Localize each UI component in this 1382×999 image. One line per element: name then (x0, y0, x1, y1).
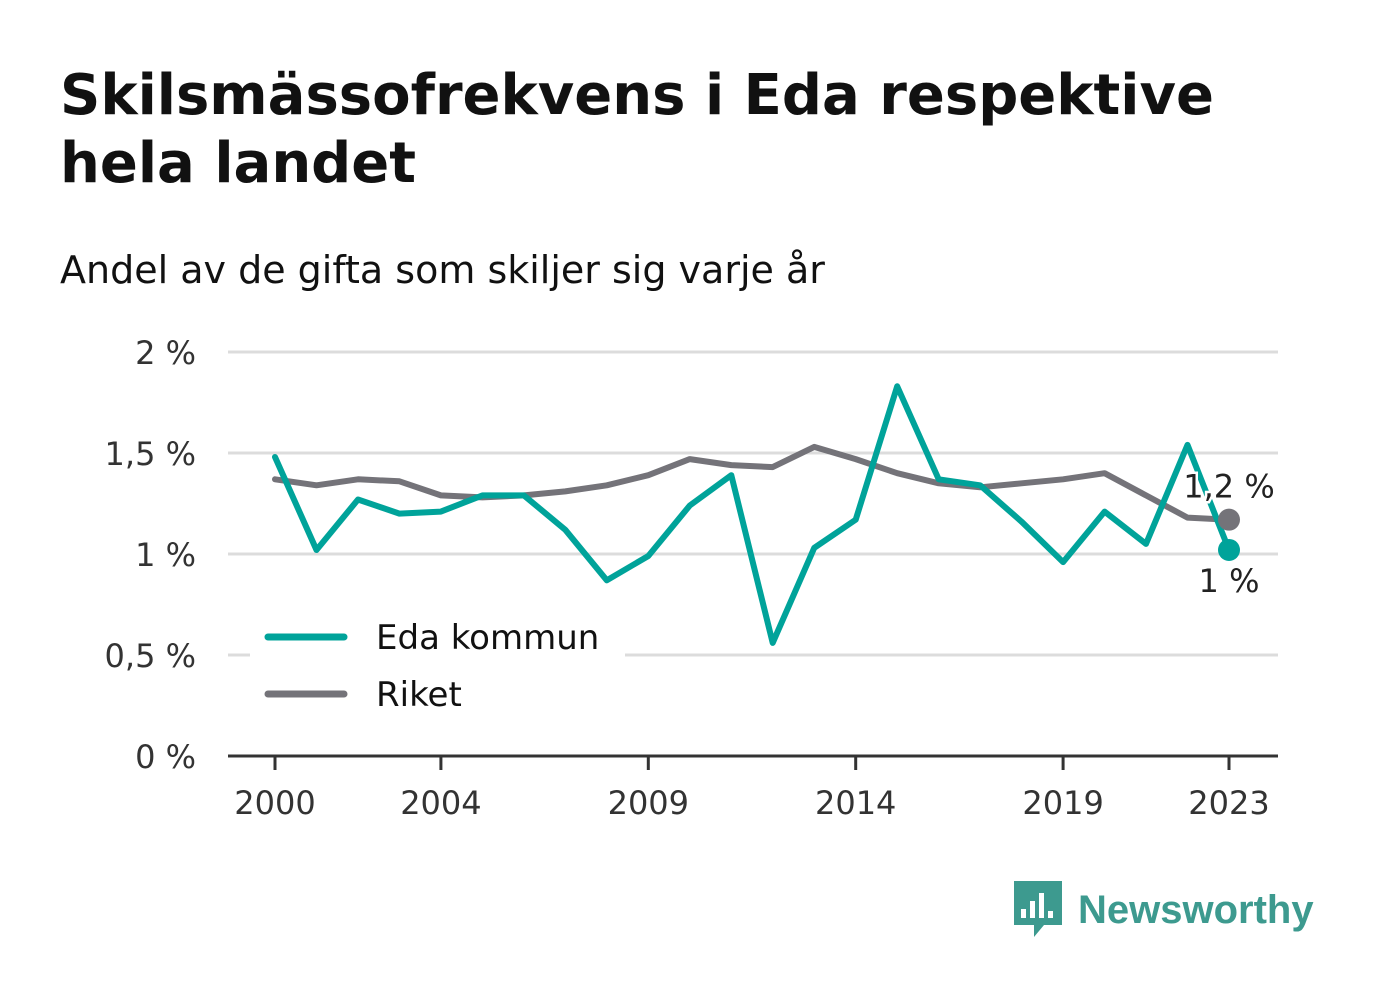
series-line-riket (272, 443, 1232, 523)
x-tick-label: 2000 (234, 784, 315, 822)
x-axis: 2000 2004 2009 2014 2019 2023 (228, 754, 1278, 822)
y-tick-label: 0 % (135, 738, 196, 776)
legend-background (250, 600, 625, 725)
x-tick-label: 2004 (400, 784, 481, 822)
y-tick-label: 2 % (135, 334, 196, 372)
x-tick-label: 2014 (815, 784, 896, 822)
chart-title: Skilsmässofrekvens i Eda respektive hela… (60, 63, 1214, 196)
x-tick-label: 2023 (1188, 784, 1269, 822)
y-tick-label: 0,5 % (105, 637, 196, 675)
end-value-label: 1 % (1199, 562, 1260, 600)
x-tick-label: 2009 (608, 784, 689, 822)
end-point-marker (1218, 508, 1240, 531)
chart-subtitle: Andel av de gifta som skiljer sig varje … (60, 248, 825, 292)
end-point-marker (1218, 538, 1240, 561)
y-tick-label: 1 % (135, 536, 196, 574)
end-value-label: 1,2 % (1183, 468, 1274, 506)
y-tick-label: 1,5 % (105, 435, 196, 473)
brand-name: Newsworthy (1078, 887, 1314, 932)
legend: Eda kommun Riket (250, 600, 625, 725)
bar-chart-speech-bubble-icon (1014, 881, 1062, 937)
legend-label: Eda kommun (376, 618, 599, 658)
y-axis-ticks: 0 % 0,5 % 1 % 1,5 % 2 % (105, 334, 196, 776)
x-tick-label: 2019 (1022, 784, 1103, 822)
series-lines: 1,2 % 1 % (272, 383, 1277, 646)
brand-logo: Newsworthy (1012, 878, 1314, 942)
series-line-eda-kommun (272, 383, 1232, 646)
legend-label: Riket (376, 675, 462, 715)
